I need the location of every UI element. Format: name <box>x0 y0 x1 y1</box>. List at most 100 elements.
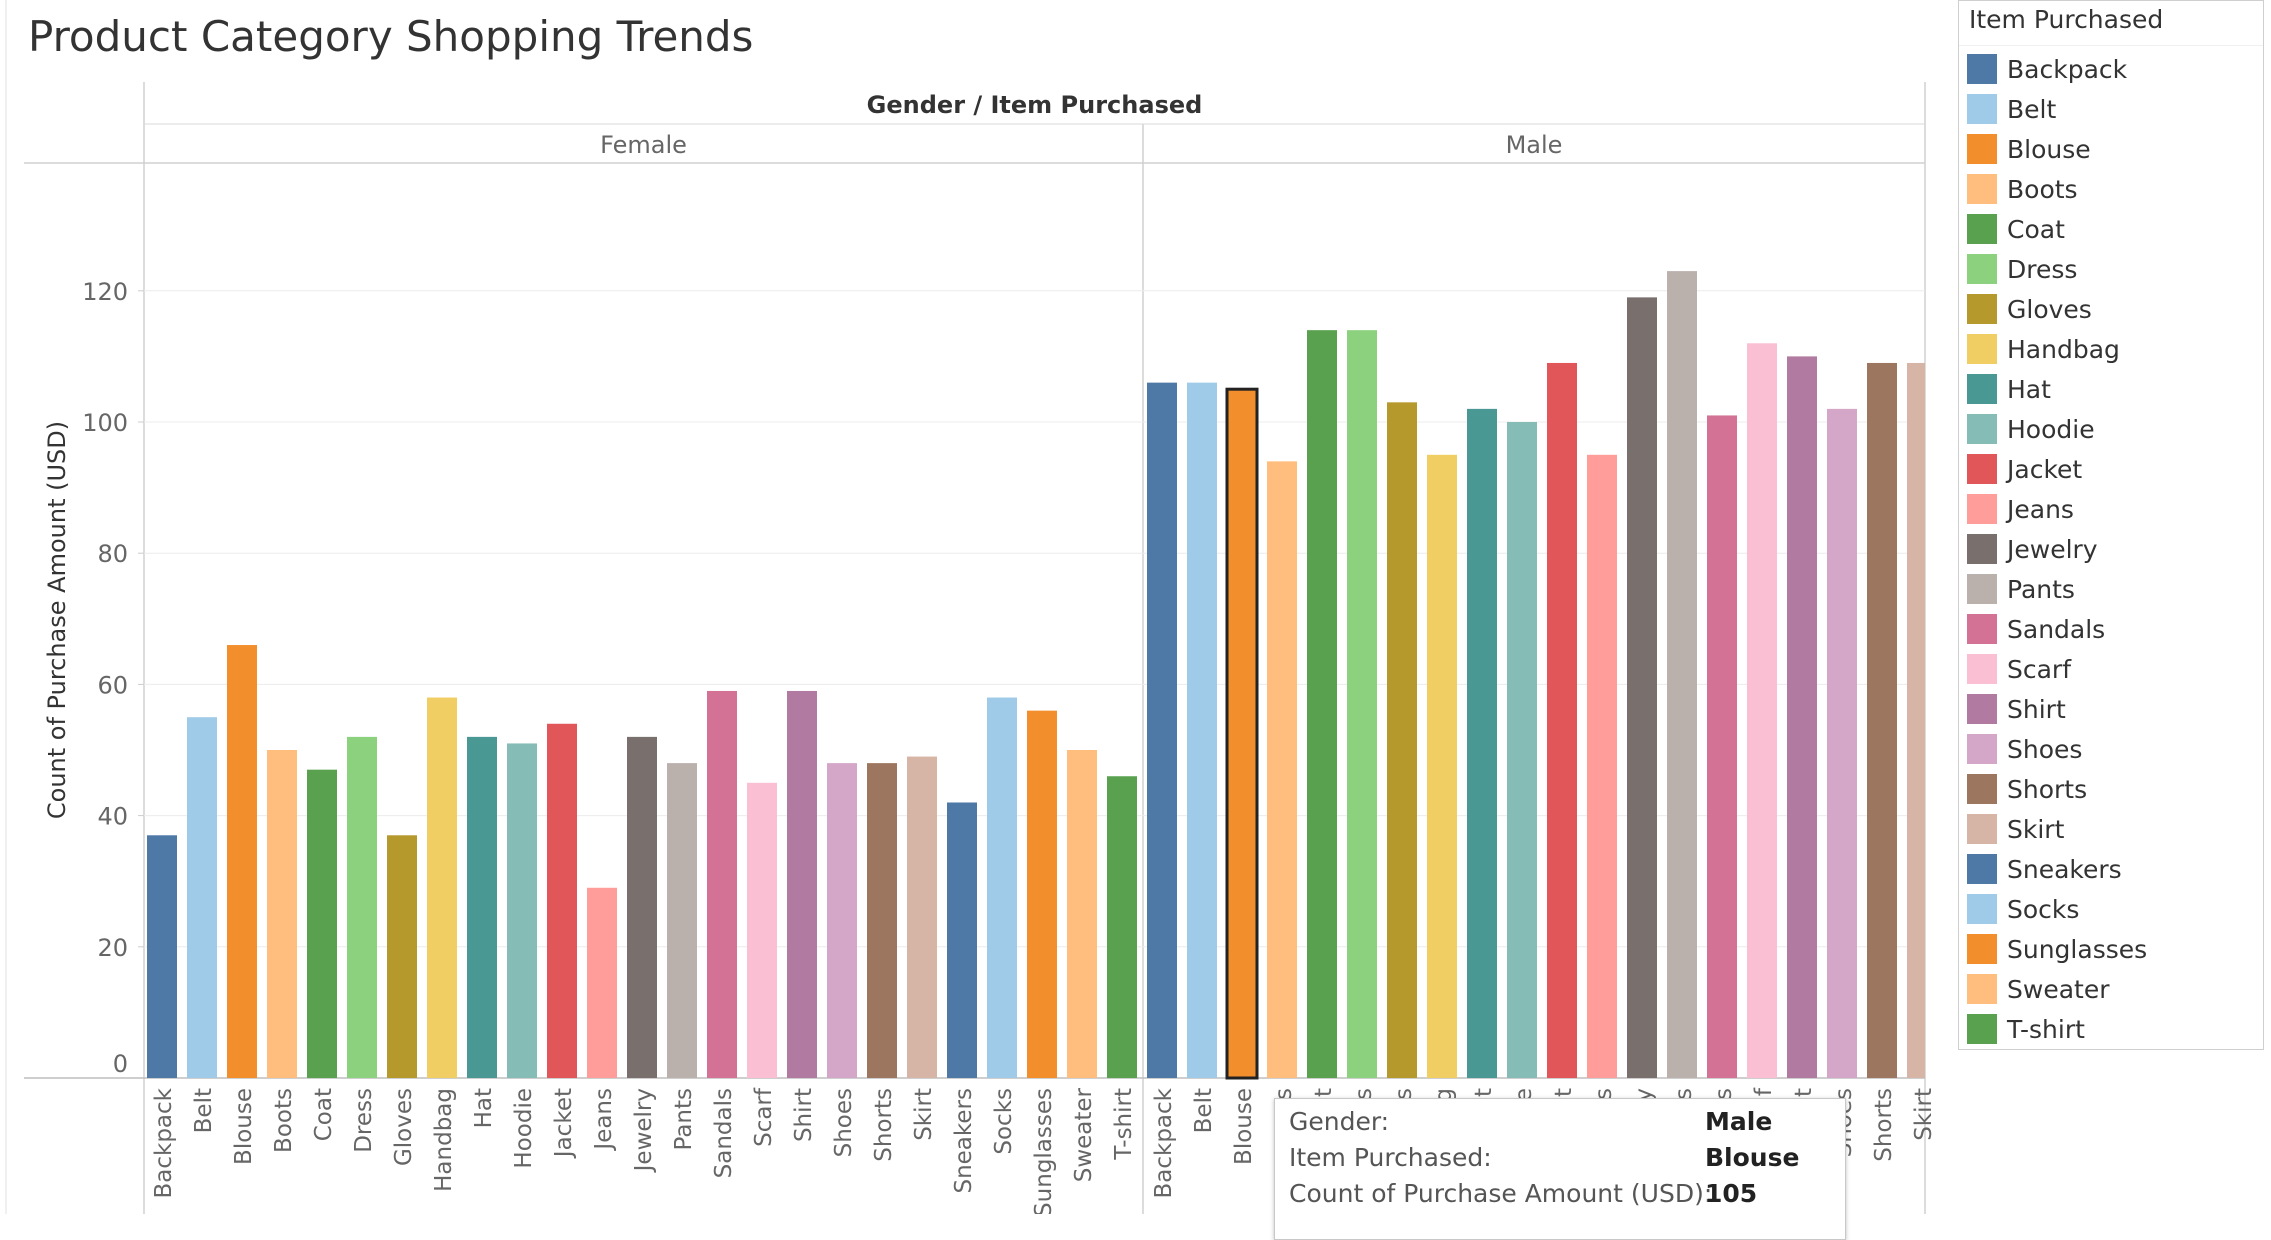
value-label: 109 <box>1871 313 1897 357</box>
legend-label: Shorts <box>2007 774 2088 804</box>
bar-female-jewelry <box>627 736 657 1078</box>
bar-female-shorts <box>867 763 897 1078</box>
y-tick-label: 120 <box>82 278 128 306</box>
legend-item-sandals[interactable]: Sandals <box>1967 613 2105 645</box>
value-label: 109 <box>1911 313 1937 357</box>
tooltip-key-item: Item Purchased: <box>1289 1143 1492 1172</box>
value-label: 50 <box>1071 715 1097 744</box>
legend-label: Hoodie <box>2007 414 2095 444</box>
legend-item-scarf[interactable]: Scarf <box>1967 653 2071 685</box>
value-label: 50 <box>271 715 297 744</box>
bar-male-hat <box>1467 408 1497 1078</box>
legend-label: Coat <box>2007 214 2065 244</box>
panel-label-male: Male <box>1506 131 1563 159</box>
bar-female-handbag <box>427 697 457 1078</box>
bar-male-jacket <box>1547 362 1577 1079</box>
legend-item-socks[interactable]: Socks <box>1967 893 2079 925</box>
legend-label: Jacket <box>2007 454 2083 484</box>
value-label: 59 <box>711 656 737 685</box>
value-label: 100 <box>1511 372 1537 416</box>
legend-label: Jeans <box>2007 494 2074 524</box>
bar-male-backpack <box>1147 382 1177 1078</box>
value-label: 119 <box>1631 247 1657 291</box>
bar-female-hoodie <box>507 743 537 1078</box>
legend-item-backpack[interactable]: Backpack <box>1967 53 2127 85</box>
value-label: 106 <box>1191 333 1217 377</box>
legend-label: Scarf <box>2007 654 2072 684</box>
x-tick-label: t <box>1311 1088 1337 1097</box>
legend-label: Backpack <box>2007 54 2128 84</box>
bar-female-gloves <box>387 835 417 1078</box>
header-title: Gender / Item Purchased <box>867 91 1203 119</box>
x-tick-label: Pants <box>671 1088 697 1151</box>
bar-male-coat <box>1307 330 1337 1078</box>
value-label: 94 <box>1271 426 1297 455</box>
legend-label: Pants <box>2007 574 2075 604</box>
legend-item-jacket[interactable]: Jacket <box>1967 453 2082 485</box>
legend-item-boots[interactable]: Boots <box>1967 173 2078 205</box>
bar-female-sandals <box>707 690 737 1078</box>
value-label: 102 <box>1831 359 1857 403</box>
legend-swatch <box>1967 614 1997 644</box>
legend-swatch <box>1967 894 1997 924</box>
x-tick-label: Backpack <box>1151 1087 1177 1198</box>
bar-female-boots <box>267 750 297 1078</box>
legend-item-pants[interactable]: Pants <box>1967 573 2075 605</box>
x-tick-label: Sunglasses <box>1031 1088 1057 1214</box>
bar-female-jacket <box>547 723 577 1078</box>
bar-male-dress <box>1347 330 1377 1078</box>
legend-swatch <box>1967 54 1997 84</box>
legend-item-sweater[interactable]: Sweater <box>1967 973 2109 1005</box>
bar-female-sneakers <box>947 802 977 1078</box>
legend-item-dress[interactable]: Dress <box>1967 253 2077 285</box>
legend-header <box>1959 1 2263 46</box>
bar-male-shirt <box>1787 356 1817 1078</box>
value-label: 52 <box>631 702 657 731</box>
x-tick-label: Sandals <box>711 1088 737 1178</box>
value-label: 103 <box>1391 352 1417 396</box>
x-tick-label: Blouse <box>1231 1088 1257 1165</box>
legend-item-t-shirt[interactable]: T-shirt <box>1967 1013 2085 1045</box>
legend-swatch <box>1967 534 1997 564</box>
legend-swatch <box>1967 494 1997 524</box>
bar-male-belt <box>1187 382 1217 1078</box>
legend-swatch <box>1967 454 1997 484</box>
x-tick-label: Hat <box>471 1088 497 1128</box>
legend-swatch <box>1967 294 1997 324</box>
bar-male-skirt <box>1907 362 1925 1079</box>
legend-item-shoes[interactable]: Shoes <box>1967 733 2082 765</box>
legend-item-shorts[interactable]: Shorts <box>1967 773 2087 805</box>
x-tick-label: Jeans <box>591 1088 617 1152</box>
bar-female-sweater <box>1067 750 1097 1078</box>
legend-item-skirt[interactable]: Skirt <box>1967 813 2064 845</box>
value-label: 37 <box>151 800 177 829</box>
value-label: 29 <box>591 852 617 881</box>
legend-item-shirt[interactable]: Shirt <box>1967 693 2066 725</box>
legend-item-handbag[interactable]: Handbag <box>1967 333 2120 365</box>
tooltip-value-item: Blouse <box>1705 1143 1800 1172</box>
value-label: 46 <box>1111 741 1137 770</box>
bar-male-sandals <box>1707 415 1737 1078</box>
x-tick-label: Blouse <box>231 1088 257 1165</box>
legend-item-jewelry[interactable]: Jewelry <box>1967 533 2098 565</box>
bar-female-jeans <box>587 887 617 1078</box>
tooltip: Gender: Male Item Purchased: Blouse Coun… <box>1274 1098 1846 1240</box>
legend-item-coat[interactable]: Coat <box>1967 213 2065 245</box>
value-label: 123 <box>1671 221 1697 265</box>
legend-label: Jewelry <box>2007 534 2098 564</box>
legend-item-hoodie[interactable]: Hoodie <box>1967 413 2095 445</box>
legend-item-sunglasses[interactable]: Sunglasses <box>1967 933 2147 965</box>
x-tick-label: t <box>1471 1088 1497 1097</box>
legend-swatch <box>1967 334 1997 364</box>
legend-item-gloves[interactable]: Gloves <box>1967 293 2092 325</box>
value-label: 66 <box>231 610 257 639</box>
legend-title: Item Purchased <box>1969 5 2164 34</box>
legend-item-sneakers[interactable]: Sneakers <box>1967 853 2122 885</box>
legend-item-belt[interactable]: Belt <box>1967 93 2056 125</box>
legend-item-jeans[interactable]: Jeans <box>1967 493 2074 525</box>
bar-male-jeans <box>1587 454 1617 1078</box>
legend-item-blouse[interactable]: Blouse <box>1967 133 2091 165</box>
x-tick-label: s <box>1711 1088 1737 1100</box>
legend-item-hat[interactable]: Hat <box>1967 373 2051 405</box>
x-tick-label: s <box>1671 1088 1697 1100</box>
